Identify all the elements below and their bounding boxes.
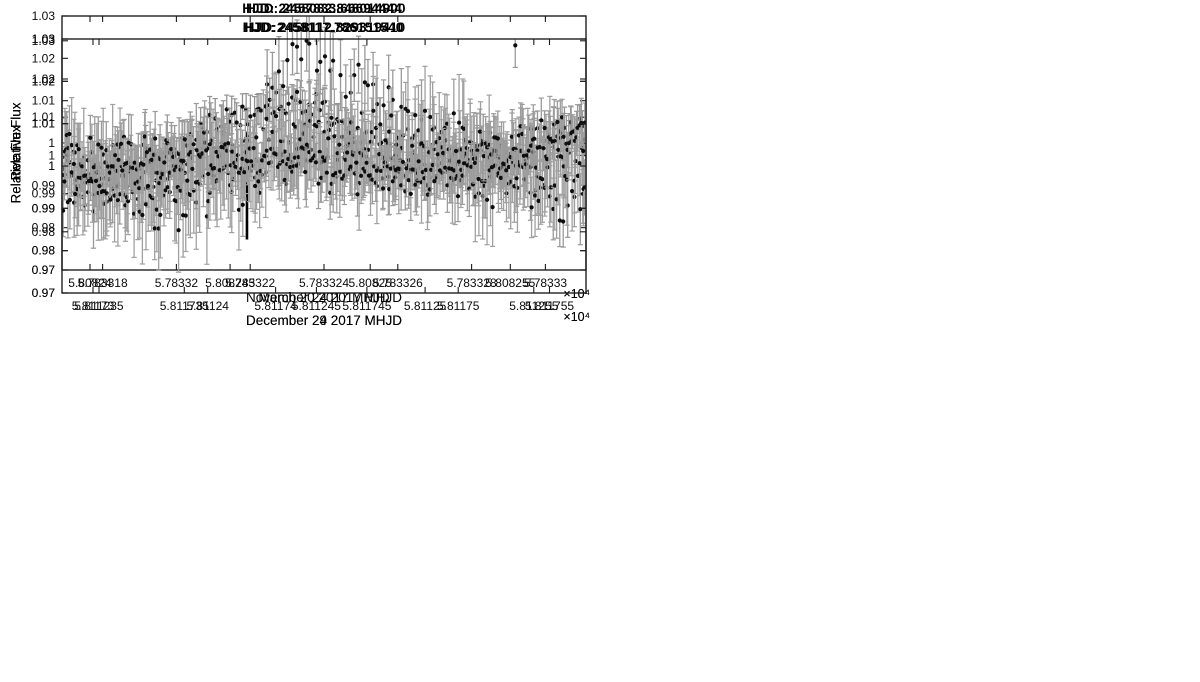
svg-text:0.98: 0.98 <box>32 244 56 258</box>
panel-bottom-right-plot-area: 5.81173 5.811735 5.81174 5.811745 5.81175 5.8… <box>32 32 587 313</box>
svg-text:0.98: 0.98 <box>32 225 56 239</box>
panel-bottom-right-title: HJD:2458117.786151540 <box>244 20 404 35</box>
svg-text:5.783328: 5.783328 <box>447 276 497 290</box>
svg-text:5.81175: 5.81175 <box>437 299 480 313</box>
panel-bottom-right: 5.81173 5.811735 5.81174 5.811745 5.81175 5.8… <box>0 0 600 341</box>
svg-text:5.80825: 5.80825 <box>349 276 393 290</box>
svg-text:0.97: 0.97 <box>32 263 56 277</box>
svg-text:5.81173: 5.81173 <box>72 299 115 313</box>
svg-text:5.811745: 5.811745 <box>342 299 391 313</box>
svg-text:5.811235: 5.811235 <box>74 299 123 313</box>
svg-text:0.98: 0.98 <box>32 221 56 235</box>
svg-text:5.811735: 5.811735 <box>160 299 209 313</box>
svg-text:1.01: 1.01 <box>32 94 56 108</box>
panel-bottom-right-xlabel: December 29 2017 MHJD <box>245 313 403 328</box>
svg-text:1.03: 1.03 <box>32 32 56 46</box>
panel-bottom-left-title: HJD: 2458112.829319410 <box>242 20 406 35</box>
svg-text:5.808245: 5.808245 <box>205 276 255 290</box>
svg-text:0.97: 0.97 <box>32 286 56 300</box>
svg-text:0.99: 0.99 <box>32 187 56 201</box>
svg-text:1.01: 1.01 <box>32 110 56 124</box>
svg-text:1.03: 1.03 <box>32 34 56 48</box>
svg-text:1: 1 <box>48 148 55 162</box>
panel-bottom-right-axis-multiplier: ×10⁴ <box>563 310 590 324</box>
svg-text:5.78333: 5.78333 <box>524 276 568 290</box>
panel-top-left-xlabel: March 20 2017 MHJD <box>258 290 390 305</box>
svg-text:0.97: 0.97 <box>32 286 56 300</box>
svg-text:1.03: 1.03 <box>32 32 56 46</box>
svg-text:5.811245: 5.811245 <box>292 299 341 313</box>
svg-text:1: 1 <box>48 136 55 150</box>
svg-text:1: 1 <box>48 159 55 173</box>
panel-bottom-left-xlabel: December 24 2017 MHJD <box>245 313 403 328</box>
svg-text:5.783322: 5.783322 <box>225 276 275 290</box>
svg-text:5.783318: 5.783318 <box>78 276 128 290</box>
svg-text:0.98: 0.98 <box>32 244 56 258</box>
panel-top-right-title: HJD: 2458082.848014900 <box>242 1 406 16</box>
panel-top-right-axis-multiplier: ×10⁴ <box>563 287 590 301</box>
svg-text:0.99: 0.99 <box>32 201 56 215</box>
svg-text:5.808255: 5.808255 <box>485 276 535 290</box>
svg-text:5.783324: 5.783324 <box>299 276 349 290</box>
panel-top-left-axis-multiplier: ×10⁴ <box>563 287 590 301</box>
svg-text:1.01: 1.01 <box>32 117 56 131</box>
svg-text:1.01: 1.01 <box>32 117 56 131</box>
svg-text:0.99: 0.99 <box>32 201 56 215</box>
svg-text:0.99: 0.99 <box>32 178 56 192</box>
svg-text:1.02: 1.02 <box>32 51 56 65</box>
svg-text:5.81174: 5.81174 <box>254 299 297 313</box>
svg-text:5.78332: 5.78332 <box>155 276 199 290</box>
panel-bottom-left-axis-multiplier: ×10⁴ <box>563 310 590 324</box>
svg-text:5.783326: 5.783326 <box>373 276 423 290</box>
svg-text:5.811755: 5.811755 <box>525 299 574 313</box>
panel-bottom-right-ylabel: Relative Flux <box>8 125 24 204</box>
panel-top-left-title: HJD: 2457833.66694444 <box>246 1 402 16</box>
svg-text:5.80824: 5.80824 <box>68 276 112 290</box>
panel-top-right-xlabel: November 24 2017 MHJD <box>245 290 403 305</box>
svg-text:1.02: 1.02 <box>32 72 56 86</box>
svg-text:1.03: 1.03 <box>32 9 56 23</box>
svg-text:5.81125: 5.81125 <box>404 299 447 313</box>
svg-text:1: 1 <box>48 159 55 173</box>
svg-text:1.02: 1.02 <box>32 74 56 88</box>
svg-text:0.97: 0.97 <box>32 263 56 277</box>
svg-text:1.02: 1.02 <box>32 74 56 88</box>
svg-text:5.811255: 5.811255 <box>509 299 558 313</box>
svg-text:5.81124: 5.81124 <box>186 299 229 313</box>
